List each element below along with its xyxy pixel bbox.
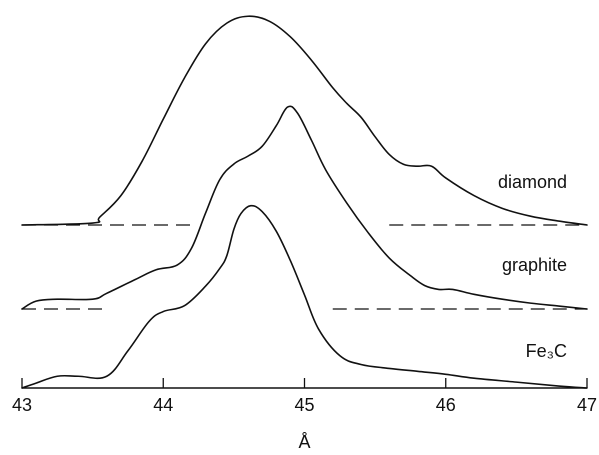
fec-series-label: Fe₃C (526, 341, 567, 361)
x-axis-tick-labels: 43 44 45 46 47 (12, 395, 597, 415)
diamond-curve (21, 15, 588, 226)
x-axis-label: Å (298, 432, 310, 452)
x-tick-label: 47 (577, 395, 597, 415)
x-tick-label: 44 (153, 395, 173, 415)
x-axis-ticks (21, 378, 588, 388)
curve-layer (21, 15, 588, 389)
graphite-series-label: graphite (502, 255, 567, 275)
x-tick-label: 45 (294, 395, 314, 415)
diamond-series-label: diamond (498, 172, 567, 192)
fec-curve (21, 204, 588, 389)
graphite-curve (21, 105, 588, 310)
x-tick-label: 46 (436, 395, 456, 415)
x-tick-label: 43 (12, 395, 32, 415)
series-label-layer: diamond graphite Fe₃C (498, 172, 567, 361)
